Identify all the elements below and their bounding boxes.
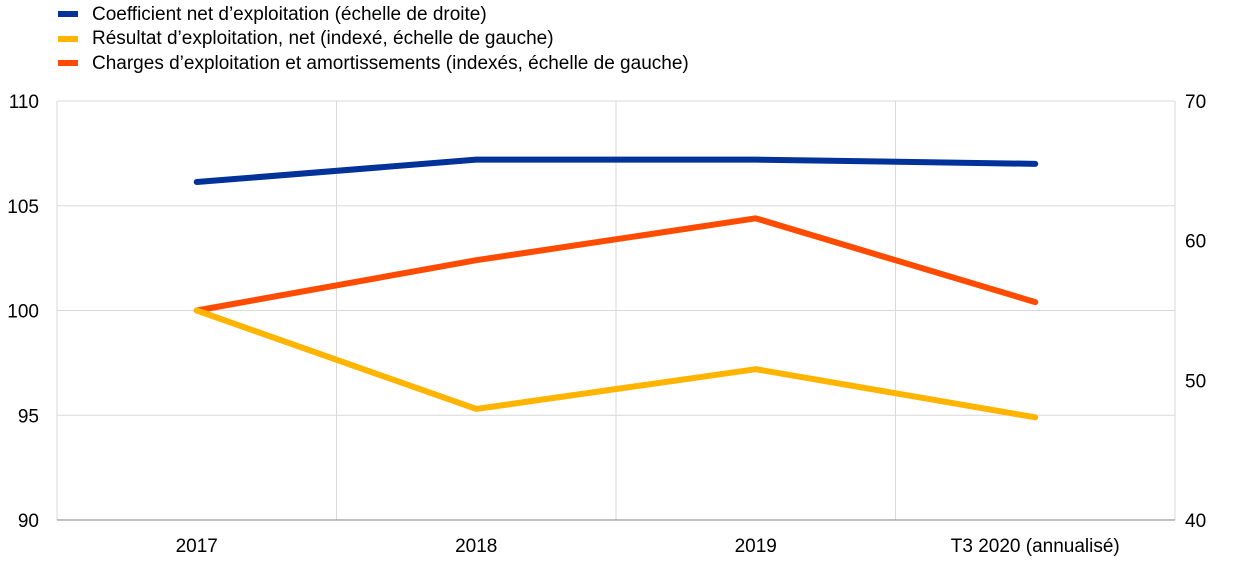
y-left-tick-label: 100: [7, 302, 39, 323]
series-line: [193, 156, 1039, 186]
y-left-tick-label: 90: [18, 511, 39, 532]
legend-swatch: [58, 60, 78, 67]
legend-item: Charges d’exploitation et amortissements…: [58, 51, 689, 76]
y-left-tick-label: 95: [18, 406, 39, 427]
y-right-tick-label: 60: [1185, 232, 1206, 253]
legend-swatch: [58, 35, 78, 42]
legend-label: Coefficient net d’exploitation (échelle …: [92, 3, 487, 25]
y-left-tick-label: 105: [7, 197, 39, 218]
legend: Coefficient net d’exploitation (échelle …: [58, 2, 689, 76]
y-right-tick-label: 50: [1185, 371, 1206, 392]
x-tick-label: 2019: [735, 536, 777, 557]
series-line: [193, 215, 1039, 314]
legend-item: Résultat d’exploitation, net (indexé, éc…: [58, 27, 689, 52]
y-right-tick-label: 70: [1185, 92, 1206, 113]
series-line: [193, 307, 1039, 421]
y-right-tick-label: 40: [1185, 511, 1206, 532]
x-tick-label: 2017: [176, 536, 218, 557]
legend-item: Coefficient net d’exploitation (échelle …: [58, 2, 689, 27]
y-left-tick-label: 110: [9, 92, 39, 113]
x-tick-label: 2018: [455, 536, 497, 557]
legend-swatch: [58, 11, 78, 18]
x-tick-label: T3 2020 (annualisé): [951, 536, 1120, 557]
legend-label: Résultat d’exploitation, net (indexé, éc…: [92, 28, 554, 50]
legend-label: Charges d’exploitation et amortissements…: [92, 52, 689, 74]
